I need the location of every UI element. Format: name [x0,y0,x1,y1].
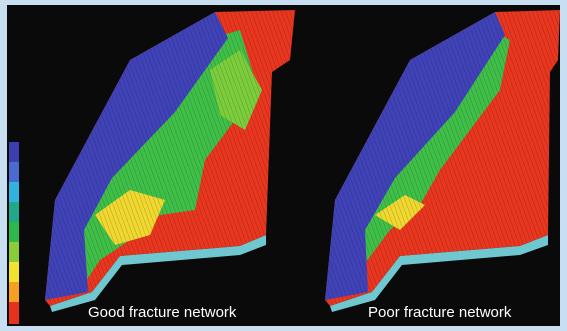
panel-caption: Poor fracture network [368,304,512,321]
figure: Good fracture network Poor fracture netw… [0,0,567,331]
colorbar [9,142,19,324]
panel-caption: Good fracture network [88,304,237,321]
page: Good fracture network Poor fracture netw… [0,0,567,331]
